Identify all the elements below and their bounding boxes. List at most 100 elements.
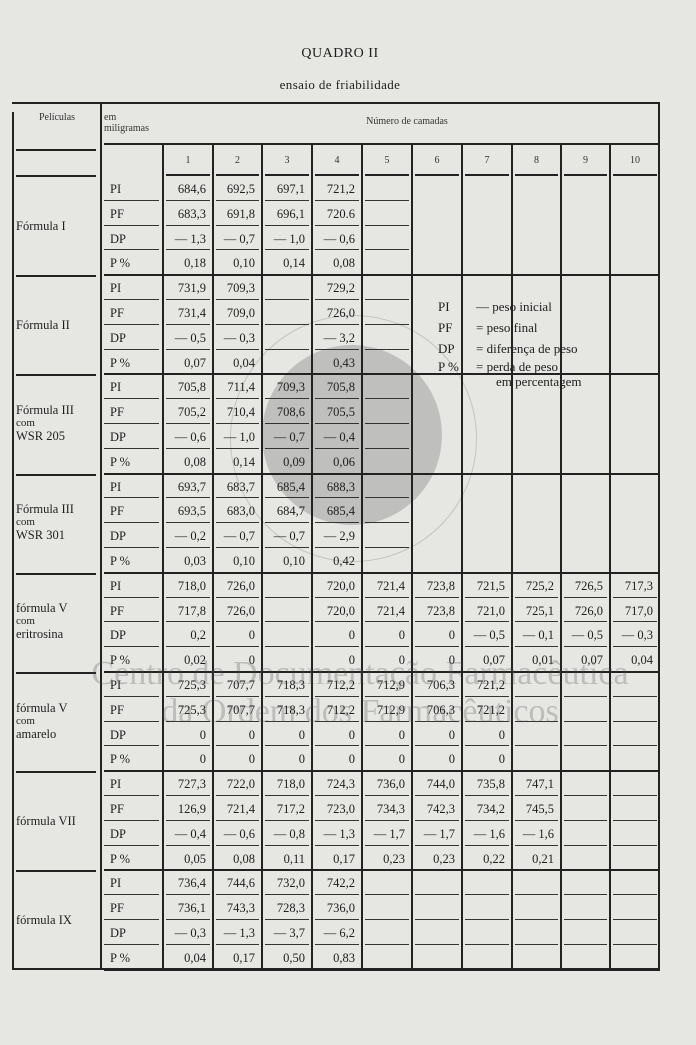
table-cell: 736,4 [166,871,210,896]
row-label: P % [104,648,159,672]
table-cell [613,896,657,920]
row-label: PI [104,475,159,499]
table-left-rule [12,112,14,968]
table-cell [515,871,558,896]
table-cell: 721,2 [465,673,509,697]
row-label: P % [104,450,159,474]
table-cell: 710,4 [216,400,259,424]
table-cell: 683,7 [216,475,259,499]
table-cell [365,921,409,945]
table-cell [265,301,309,325]
table-cell: 0 [199,752,206,767]
table-cell [465,450,509,474]
table-cell [365,425,409,449]
group-rule [16,275,96,278]
row-label: DP [104,921,159,945]
row-label: DP [104,326,159,350]
table-cell: 721,2 [465,698,509,722]
table-cell [415,425,459,449]
table-cell [515,549,558,573]
table-cell [365,301,409,325]
table-cell: — 1,3 [166,227,210,251]
table-cell [564,921,607,945]
layer-header: 3 [284,155,290,166]
table-cell [564,673,607,697]
col-rule [609,143,611,968]
row-label: PI [104,276,159,300]
table-cell: — 0,3 [613,623,657,648]
table-cell [613,301,657,325]
row-label: PF [104,301,159,325]
header-units: em miligramas [104,112,149,134]
legend-item: PF = peso final [438,320,538,335]
header-rule [104,143,660,145]
table-cell: 705,8 [166,375,210,400]
table-cell: 0,23 [383,851,405,866]
col-rule [560,143,562,968]
table-cell [613,276,657,300]
table-cell [564,698,607,722]
header-cell-rule [415,174,459,176]
table-cell: 0 [398,752,405,767]
layer-header: 8 [534,155,539,166]
table-cell: — 1,6 [515,822,558,846]
table-cell [564,747,607,771]
table-cell: 709,0 [216,301,259,325]
table-cell [365,450,409,474]
table-cell [564,896,607,920]
table-cell: 0,14 [283,256,305,271]
row-label: PF [104,896,159,920]
table-cell [415,475,459,499]
table-cell [365,549,409,573]
layer-header: 5 [384,155,390,166]
table-cell: 0 [398,653,405,668]
table-cell [613,251,657,275]
table-cell [564,227,607,251]
row-label: PF [104,202,159,226]
table-cell [415,499,459,523]
table-cell: 0,10 [283,554,305,568]
table-cell [415,871,459,896]
table-cell: 0,21 [532,851,554,866]
group-rule [16,672,96,674]
table-cell: 0,08 [184,454,206,469]
legend-item: em percentagem [496,374,582,389]
row-label: PF [104,400,159,424]
table-cell: 712,2 [315,698,359,722]
table-cell: — 0,4 [315,425,359,449]
table-cell: — 0,5 [166,326,210,350]
table-cell: 709,3 [265,375,309,400]
table-cell: — 0,7 [265,524,309,548]
col-rule [511,143,513,968]
table-cell [415,946,459,970]
group-rule [104,571,660,574]
table-cell: — 1,0 [216,425,259,449]
table-cell: 684,7 [265,499,309,524]
group-label-line: com [16,615,35,628]
table-cell [515,400,558,424]
row-label: PF [104,698,159,722]
table-cell: 734,3 [365,797,409,821]
table-cell [265,351,309,375]
table-cell [564,475,607,499]
legend-item: P % = perda de peso [438,359,559,374]
table-cell [613,871,657,896]
table-cell: 0,50 [283,950,305,965]
col-rule [361,143,363,968]
table-cell: 684,6 [166,177,210,201]
group-label-line: Fórmula II [16,317,70,332]
table-cell [415,400,459,424]
table-cell [515,921,558,945]
table-cell: — 0,6 [166,425,210,449]
row-label: DP [104,425,159,449]
table-cell: 723,8 [415,599,459,623]
table-cell [515,251,558,275]
table-cell [365,202,409,226]
table-cell: 720.6 [315,202,359,226]
table-cell: 736,0 [315,896,359,920]
table-cell: — 1,7 [415,822,459,846]
table-cell: 0 [415,623,459,648]
table-cell [613,847,657,871]
header-cell-rule [216,174,259,176]
table-cell [515,524,558,548]
